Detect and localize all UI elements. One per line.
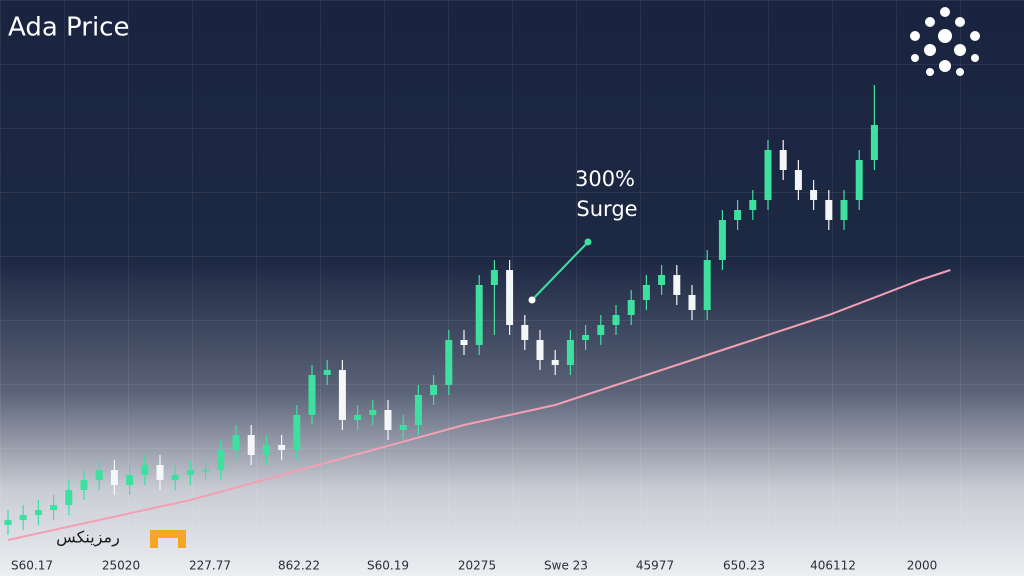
candle-body (582, 335, 590, 340)
candle-body (323, 370, 331, 375)
candle-body (460, 340, 468, 345)
watermark-logo (150, 530, 186, 548)
candle-body (810, 190, 818, 200)
candle-body (642, 285, 650, 300)
candle-body (156, 465, 164, 480)
candle-body (734, 210, 742, 220)
candle-body (870, 125, 878, 160)
candle-body (551, 360, 559, 365)
candle-body (840, 200, 848, 220)
candle-body (855, 160, 863, 200)
candle-body (825, 200, 833, 220)
candle-body (369, 410, 377, 415)
x-tick-label: Swe 23 (544, 559, 588, 573)
candle-body (217, 450, 225, 470)
trend-line (7, 269, 951, 541)
candle-body (673, 275, 681, 295)
candle-body (354, 415, 362, 420)
x-tick-label: S60.19 (367, 559, 409, 573)
candle-body (186, 470, 194, 475)
candle-body (308, 375, 316, 415)
x-tick-label: S60.17 (11, 559, 53, 573)
candle-body (65, 490, 73, 505)
candle-body (34, 510, 42, 515)
candle-body (247, 435, 255, 455)
x-tick-label: 406112 (810, 559, 856, 573)
candle-body (475, 285, 483, 345)
candle-body (566, 340, 574, 365)
candle-body (718, 220, 726, 260)
candle-body (338, 370, 346, 420)
pointer-dot (528, 296, 536, 304)
candle-body (445, 340, 453, 385)
candle-body (506, 270, 514, 325)
candle-body (658, 275, 666, 285)
candle-body (414, 395, 422, 425)
candle-body (126, 475, 134, 485)
candle-body (794, 170, 802, 190)
candle-body (278, 445, 286, 450)
candle-body (232, 435, 240, 450)
candle-body (764, 150, 772, 200)
candle-body (597, 325, 605, 335)
candle-body (749, 200, 757, 210)
logo (910, 7, 980, 76)
x-tick-label: 227.77 (189, 559, 231, 573)
annotation: Surge (576, 197, 637, 221)
x-tick-label: 650.23 (723, 559, 765, 573)
candle-body (703, 260, 711, 310)
x-tick-label: 25020 (102, 559, 140, 573)
x-tick-label: 2000 (907, 559, 938, 573)
candle-body (202, 470, 210, 472)
candle-body (430, 385, 438, 395)
watermark: رمزینکس (56, 528, 120, 548)
chart-title: Ada Price (8, 13, 129, 43)
candle-body (521, 325, 529, 340)
annotation: 300% (575, 167, 635, 191)
candle-body (779, 150, 787, 170)
x-tick-label: 45977 (636, 559, 674, 573)
candle-body (490, 270, 498, 285)
annotation-pointer (531, 241, 589, 301)
candle-body (141, 465, 149, 475)
candle-body (612, 315, 620, 325)
candle-body (110, 470, 118, 485)
candle-body (95, 470, 103, 480)
candle-body (80, 480, 88, 490)
candle-body (627, 300, 635, 315)
candle-body (536, 340, 544, 360)
x-tick-label: 862.22 (278, 559, 320, 573)
candle-body (688, 295, 696, 310)
x-tick-label: 20275 (458, 559, 496, 573)
pointer-dot (584, 238, 592, 246)
candle-body (293, 415, 301, 450)
candle-body (171, 475, 179, 480)
candle-body (4, 520, 12, 525)
candle-body (50, 505, 58, 510)
candle-body (399, 425, 407, 430)
candle-body (262, 445, 270, 455)
candle-body (384, 410, 392, 430)
candle-body (19, 515, 27, 520)
